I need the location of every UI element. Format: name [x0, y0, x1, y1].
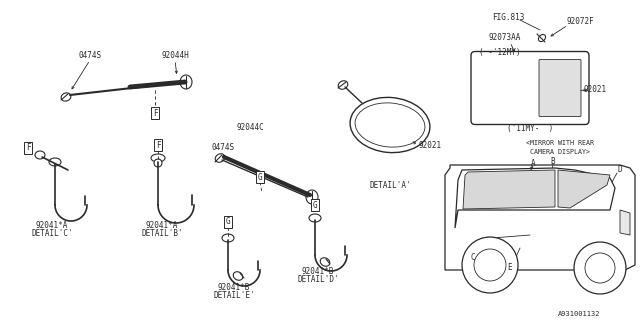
Text: 0474S: 0474S: [79, 52, 102, 60]
Text: F: F: [153, 108, 157, 117]
Text: C: C: [470, 252, 476, 261]
Ellipse shape: [350, 97, 430, 153]
Ellipse shape: [338, 81, 348, 89]
Text: 92072F: 92072F: [566, 18, 594, 27]
Ellipse shape: [154, 159, 162, 167]
Circle shape: [574, 242, 626, 294]
FancyBboxPatch shape: [471, 52, 589, 124]
Text: A: A: [531, 158, 535, 167]
Text: 0474S: 0474S: [211, 143, 235, 153]
Circle shape: [585, 253, 615, 283]
Text: DETAIL'D': DETAIL'D': [297, 276, 339, 284]
Text: 92021: 92021: [419, 140, 442, 149]
Ellipse shape: [233, 272, 243, 280]
Polygon shape: [558, 170, 610, 208]
Polygon shape: [455, 168, 615, 228]
Polygon shape: [445, 165, 635, 270]
Circle shape: [474, 249, 506, 281]
Text: DETAIL'C': DETAIL'C': [31, 228, 73, 237]
Ellipse shape: [151, 154, 165, 162]
Text: 92044H: 92044H: [161, 52, 189, 60]
Text: F: F: [156, 140, 160, 149]
Text: D: D: [618, 165, 622, 174]
FancyBboxPatch shape: [539, 60, 581, 116]
Polygon shape: [463, 170, 555, 209]
Polygon shape: [620, 210, 630, 235]
Text: 92021: 92021: [584, 85, 607, 94]
Text: CAMERA DISPLAY>: CAMERA DISPLAY>: [530, 149, 590, 155]
Ellipse shape: [35, 151, 45, 159]
Text: 92041*B: 92041*B: [218, 283, 250, 292]
Ellipse shape: [222, 234, 234, 242]
Circle shape: [462, 237, 518, 293]
Text: 92041*A: 92041*A: [146, 220, 178, 229]
Text: DETAIL'B': DETAIL'B': [141, 228, 183, 237]
Ellipse shape: [355, 103, 425, 147]
Ellipse shape: [309, 214, 321, 222]
Ellipse shape: [538, 35, 545, 42]
Text: G: G: [258, 172, 262, 181]
Ellipse shape: [215, 154, 225, 162]
Text: E: E: [508, 263, 512, 273]
Text: ('11MY-  ): ('11MY- ): [507, 124, 553, 132]
Text: 92041*B: 92041*B: [302, 268, 334, 276]
Ellipse shape: [61, 93, 71, 101]
Text: 92073AA: 92073AA: [489, 34, 521, 43]
Text: G: G: [313, 201, 317, 210]
Ellipse shape: [49, 158, 61, 166]
Ellipse shape: [320, 258, 330, 266]
Ellipse shape: [306, 190, 318, 204]
Text: FIG.813: FIG.813: [492, 13, 524, 22]
Ellipse shape: [180, 75, 192, 89]
Text: B: B: [550, 156, 556, 165]
Text: 92041*A: 92041*A: [36, 220, 68, 229]
Text: DETAIL'A': DETAIL'A': [369, 180, 411, 189]
Ellipse shape: [515, 54, 522, 60]
Text: G: G: [226, 218, 230, 227]
Text: 92044C: 92044C: [236, 124, 264, 132]
Text: A931001132: A931001132: [557, 311, 600, 317]
Text: <MIRROR WITH REAR: <MIRROR WITH REAR: [526, 140, 594, 146]
Text: ( -'12MY): ( -'12MY): [479, 47, 521, 57]
Text: DETAIL'E': DETAIL'E': [213, 291, 255, 300]
Text: F: F: [26, 143, 30, 153]
